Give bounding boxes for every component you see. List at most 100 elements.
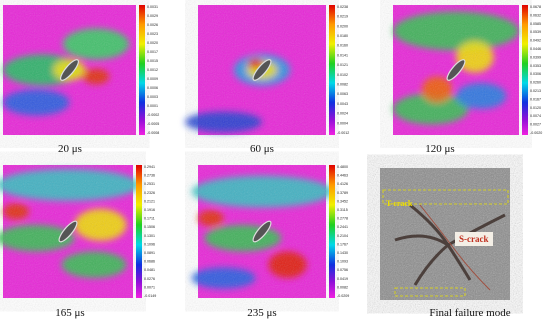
- colorbar-label: 0.0756: [337, 268, 348, 272]
- strain-panel: 0.2941 0.2736 0.2531 0.2326 0.2121 0.1916 0.17…: [0, 165, 156, 319]
- strain-panel: 0.0031 0.0029 0.0026 0.0023 0.0020 0.0017 0.00…: [3, 5, 159, 155]
- colorbar-label: 0.0200: [337, 24, 348, 28]
- colorbar-label: 0.0180: [337, 34, 348, 38]
- colorbar-label: 0.4126: [337, 182, 348, 186]
- colorbar-label: 0.1916: [144, 208, 155, 212]
- colorbar-label: 0.0353: [530, 64, 541, 68]
- colorbar: [139, 5, 145, 135]
- colorbar-label: 0.0238: [337, 5, 348, 9]
- colorbar-label: 0.0027: [530, 123, 541, 127]
- colorbar-label: 0.0017: [147, 50, 158, 54]
- colorbar-label: 0.2736: [144, 174, 155, 178]
- colorbar-label: 0.0481: [144, 268, 155, 272]
- hole: [59, 59, 80, 81]
- colorbar-label: 0.1430: [337, 251, 348, 255]
- colorbar-label: 0.0026: [147, 23, 158, 27]
- hole: [58, 220, 78, 243]
- colorbar-label: 0.0082: [337, 285, 348, 289]
- colorbar-label: 0.4463: [337, 174, 348, 178]
- hole: [252, 59, 272, 81]
- colorbar-label: 0.0121: [337, 63, 348, 67]
- colorbar-label: 0.4800: [337, 165, 348, 169]
- caption: 120 μs: [425, 143, 454, 155]
- caption: Final failure mode: [429, 307, 510, 319]
- colorbar-label: 0.0003: [147, 95, 158, 99]
- colorbar-label: 0.0043: [337, 102, 348, 106]
- colorbar-label: 0.0167: [530, 97, 541, 101]
- colorbar-label: 0.2104: [337, 234, 348, 238]
- colorbar-label: 0.2441: [337, 225, 348, 229]
- caption: 165 μs: [55, 307, 84, 319]
- colorbar-label: 0.3789: [337, 191, 348, 195]
- colorbar-label: 0.1301: [144, 234, 155, 238]
- colorbar: [329, 165, 335, 298]
- colorbar-label: 0.1711: [144, 217, 155, 221]
- colorbar-label: 0.0160: [337, 44, 348, 48]
- colorbar-label: 0.2941: [144, 165, 155, 169]
- colorbar-label: 0.3452: [337, 199, 348, 203]
- colorbar-label: 0.0015: [147, 59, 158, 63]
- colorbar-label: 0.0031: [147, 5, 158, 9]
- caption: 235 μs: [247, 307, 276, 319]
- colorbar-label: 0.0260: [530, 81, 541, 85]
- colorbar-label: 0.1096: [144, 242, 155, 246]
- colorbar-label: 0.0213: [530, 89, 541, 93]
- colorbar-label: 0.0102: [337, 73, 348, 77]
- colorbar: [329, 5, 335, 135]
- colorbar-label: 0.0071: [144, 285, 155, 289]
- strain-panel: 0.0238 0.0219 0.0200 0.0180 0.0160 0.0141 0.01…: [185, 5, 349, 155]
- colorbar-label: 0.0446: [530, 47, 541, 51]
- colorbar-label: 0.0004: [337, 121, 348, 125]
- colorbar-label: 0.1767: [337, 242, 348, 246]
- colorbar-label: -0.0005: [147, 122, 159, 126]
- colorbar-label: 0.0006: [147, 86, 158, 90]
- colorbar-label: 0.0020: [147, 41, 158, 45]
- s-crack-label: S-crack: [459, 234, 489, 244]
- strain-panel: 0.4800 0.4463 0.4126 0.3789 0.3452 0.3115 0.27…: [191, 165, 349, 319]
- colorbar-label: 0.2531: [144, 182, 155, 186]
- colorbar-label: 0.0678: [530, 5, 541, 9]
- colorbar-label: -0.0209: [337, 294, 349, 298]
- colorbar-label: 0.0306: [530, 72, 541, 76]
- colorbar-label: 0.0492: [530, 39, 541, 43]
- colorbar-label: 0.0029: [147, 14, 158, 18]
- colorbar-label: 0.0276: [144, 277, 155, 281]
- t-crack-label: T-crack: [386, 199, 413, 208]
- colorbar-label: 0.0141: [337, 53, 348, 57]
- colorbar-label: 0.0063: [337, 92, 348, 96]
- colorbar-label: 0.0012: [147, 68, 158, 72]
- colorbar-label: 0.0632: [530, 13, 541, 17]
- colorbar-label: 0.2778: [337, 217, 348, 221]
- colorbar-label: 0.2326: [144, 191, 155, 195]
- colorbar-label: 0.0419: [337, 277, 348, 281]
- colorbar-label: 0.0686: [144, 260, 155, 264]
- colorbar-label: 0.1093: [337, 260, 348, 264]
- failure-photo: T-crack S-crack Final failure mode: [380, 168, 511, 319]
- hole: [446, 59, 466, 81]
- colorbar: [522, 5, 528, 135]
- caption: 60 μs: [250, 143, 274, 155]
- colorbar-label: 0.0024: [337, 112, 348, 116]
- colorbar-label: -0.0012: [337, 131, 349, 135]
- caption: 20 μs: [58, 143, 82, 155]
- hole: [252, 220, 272, 243]
- colorbar-label: 0.0399: [530, 55, 541, 59]
- colorbar-label: 0.0539: [530, 30, 541, 34]
- strain-panel: 0.0678 0.0632 0.0585 0.0539 0.0492 0.0446 0.03…: [393, 5, 542, 155]
- colorbar-label: 0.0009: [147, 77, 158, 81]
- colorbar-label: 0.0074: [530, 114, 541, 118]
- colorbar-label: -0.0020: [530, 131, 542, 135]
- colorbar-label: 0.0891: [144, 251, 155, 255]
- colorbar-label: 0.0082: [337, 82, 348, 86]
- colorbar-label: 0.0120: [530, 106, 541, 110]
- colorbar-label: -0.0002: [147, 113, 159, 117]
- colorbar-label: 0.0219: [337, 15, 348, 19]
- colorbar: [136, 165, 142, 298]
- colorbar-label: 0.1506: [144, 225, 155, 229]
- colorbar-label: 0.0001: [147, 104, 158, 108]
- colorbar-label: 0.3115: [337, 208, 348, 212]
- colorbar-label: -0.0008: [147, 131, 159, 135]
- colorbar-label: 0.2121: [144, 199, 155, 203]
- colorbar-label: -0.0149: [144, 294, 156, 298]
